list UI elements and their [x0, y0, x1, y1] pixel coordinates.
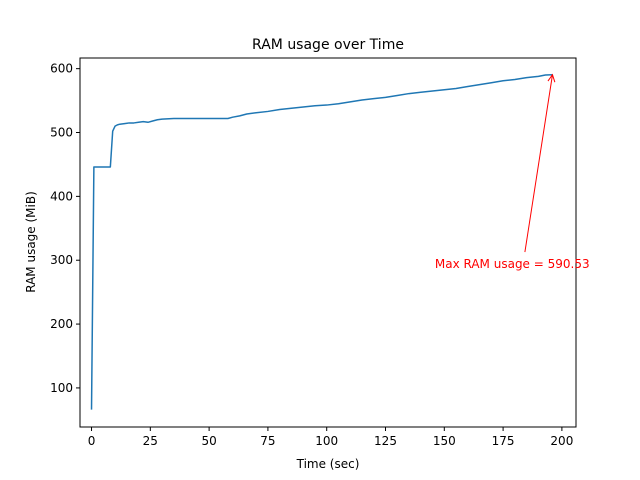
y-axis-label: RAM usage (MiB): [24, 191, 38, 293]
x-tick-label: 150: [433, 434, 456, 448]
y-tick-label: 400: [50, 189, 73, 203]
x-tick-label: 200: [550, 434, 573, 448]
ram-usage-line: [90, 73, 553, 410]
chart-title: RAM usage over Time: [252, 37, 404, 53]
plot-frame: [79, 57, 577, 428]
y-tick-label: 500: [50, 126, 73, 140]
plot-area: 0 25 50 75 100 125 150 175 200 100 200 300 400 500 60…: [50, 57, 590, 448]
x-tick-label: 175: [492, 434, 515, 448]
annotation-arrowhead: [547, 73, 556, 83]
y-tick-label: 100: [50, 381, 73, 395]
y-tick-label: 300: [50, 253, 73, 267]
x-tick-label: 125: [374, 434, 397, 448]
x-tick-label: 25: [143, 434, 158, 448]
x-tick-label: 0: [88, 434, 96, 448]
y-tick-label: 200: [50, 317, 73, 331]
x-axis-ticks: 0 25 50 75 100 125 150 175 200: [88, 427, 573, 448]
annotation-text: Max RAM usage = 590.53: [435, 257, 590, 271]
x-tick-label: 50: [201, 434, 216, 448]
x-tick-label: 75: [260, 434, 275, 448]
annotations: Max RAM usage = 590.53: [435, 73, 590, 271]
x-tick-label: 100: [315, 434, 338, 448]
y-tick-label: 600: [50, 62, 73, 76]
y-axis-ticks: 100 200 300 400 500 600: [50, 62, 80, 395]
x-axis-label: Time (sec): [296, 457, 360, 471]
annotation-arrow: [524, 74, 553, 253]
